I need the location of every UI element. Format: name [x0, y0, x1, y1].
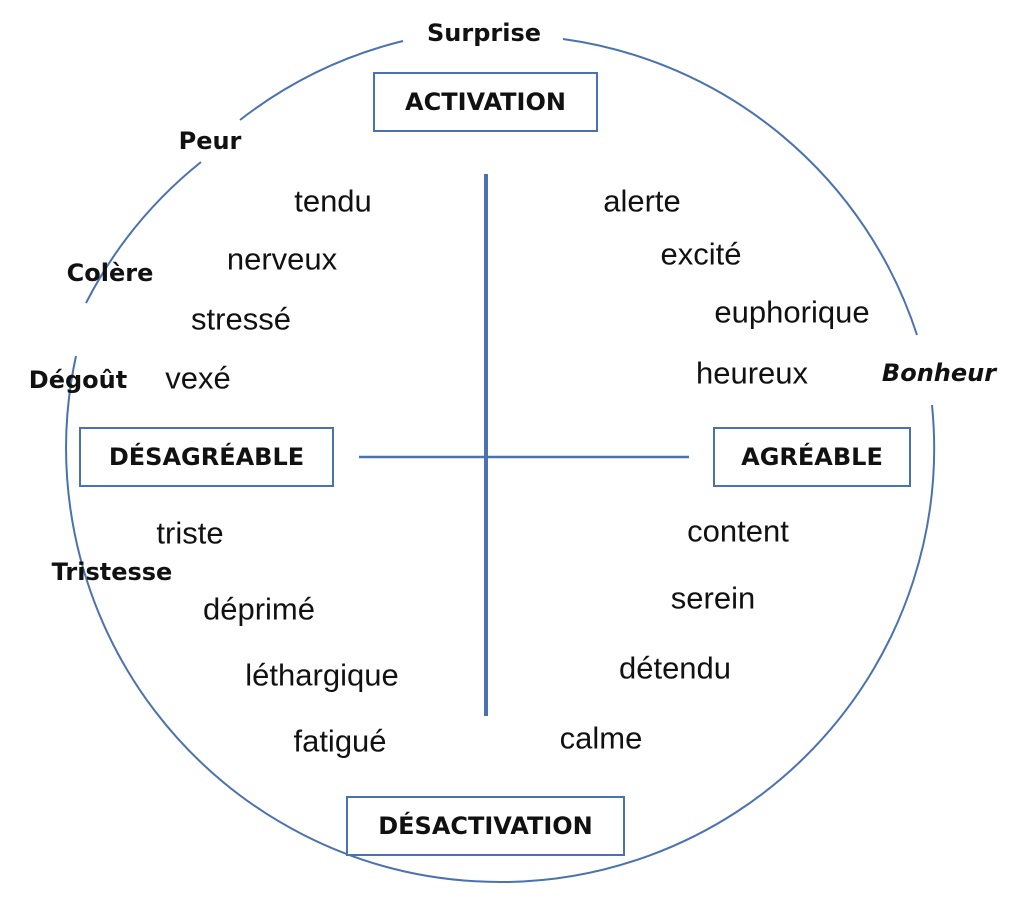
word-deprime: déprimé [203, 591, 315, 627]
outer-circle-arc [562, 38, 918, 336]
word-content: content [687, 513, 789, 549]
outer-circle-arc [65, 355, 936, 884]
word-calme: calme [559, 720, 643, 756]
word-nerveux: nerveux [226, 241, 338, 277]
axis-label-activation: ACTIVATION [373, 72, 598, 132]
word-detendu: détendu [618, 650, 732, 686]
word-lethargique: léthargique [245, 657, 399, 693]
word-alerte: alerte [603, 183, 681, 219]
axis-label-agreable: AGRÉABLE [713, 427, 911, 487]
word-tendu: tendu [294, 183, 372, 219]
word-euphorique: euphorique [714, 294, 870, 330]
emotion-surprise: Surprise [426, 19, 542, 47]
axis-label-desagreable: DÉSAGRÉABLE [79, 427, 334, 487]
emotion-colere: Colère [66, 259, 154, 287]
word-triste: triste [156, 515, 224, 551]
word-heureux: heureux [695, 355, 809, 391]
word-serein: serein [670, 580, 756, 616]
word-vexe: vexé [165, 360, 231, 396]
word-fatigue: fatigué [293, 723, 387, 759]
emotion-tristesse: Tristesse [51, 558, 173, 586]
axis-label-desactivation: DÉSACTIVATION [346, 796, 625, 856]
emotion-bonheur: Bonheur [881, 359, 997, 387]
word-excite: excité [660, 236, 742, 272]
emotion-peur: Peur [178, 127, 242, 155]
outer-circle-arc [85, 161, 202, 304]
outer-circle-arc [239, 40, 404, 121]
word-stresse: stressé [191, 301, 291, 337]
emotion-degout: Dégoût [28, 366, 128, 394]
